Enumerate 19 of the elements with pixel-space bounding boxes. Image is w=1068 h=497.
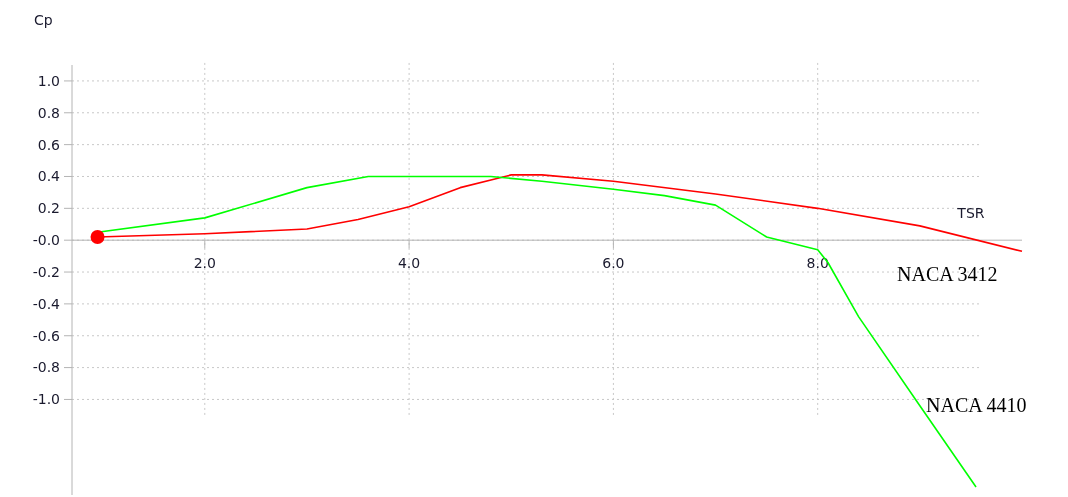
x-tick-label: 8.0 (806, 255, 829, 272)
y-tick-label: 0.4 (37, 168, 61, 185)
x-axis-title: TSR (956, 205, 985, 222)
series-label: NACA 3412 (897, 263, 998, 286)
y-tick-label: -0.6 (32, 327, 61, 344)
x-tick-label: 4.0 (397, 255, 421, 272)
y-tick-label: -0.0 (32, 232, 60, 249)
y-tick-label: 0.6 (37, 136, 61, 153)
x-tick-label: 6.0 (602, 255, 625, 272)
y-tick-label: 0.2 (37, 200, 60, 217)
y-axis-title: Cp (34, 12, 53, 28)
y-tick-label: -0.8 (32, 359, 60, 376)
y-tick-label: -0.2 (32, 263, 60, 280)
x-tick-label: 2.0 (193, 255, 216, 272)
y-tick-label: -0.4 (32, 295, 61, 312)
series-label: NACA 4410 (926, 394, 1027, 417)
y-tick-label: -1.0 (32, 391, 60, 408)
y-tick-label: 1.0 (37, 72, 60, 89)
y-tick-label: 0.8 (37, 104, 60, 121)
